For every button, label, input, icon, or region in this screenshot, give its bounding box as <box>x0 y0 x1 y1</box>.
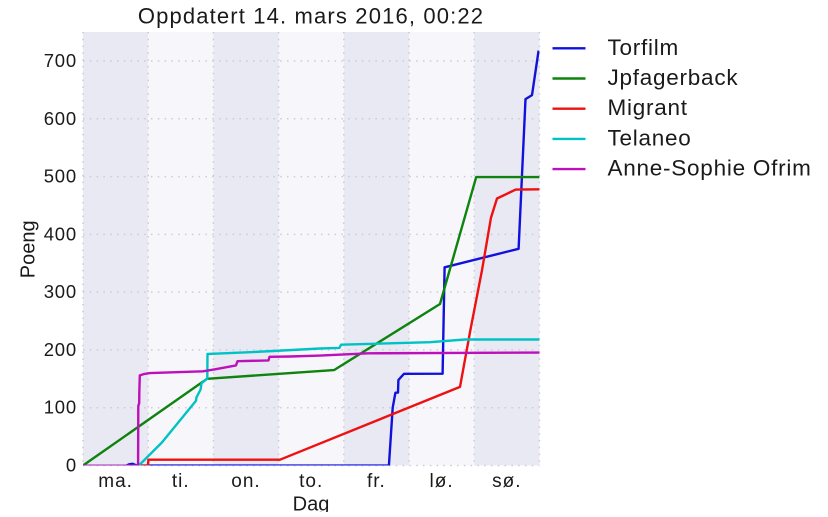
svg-text:Migrant: Migrant <box>608 95 688 120</box>
svg-text:400: 400 <box>44 223 77 244</box>
svg-text:sø.: sø. <box>492 471 521 492</box>
svg-text:100: 100 <box>44 397 77 418</box>
svg-text:500: 500 <box>44 166 77 187</box>
svg-text:Poeng: Poeng <box>18 220 40 278</box>
svg-text:ma.: ma. <box>98 471 133 492</box>
svg-text:Dag: Dag <box>293 494 330 513</box>
svg-text:on.: on. <box>231 471 260 492</box>
svg-text:fr.: fr. <box>367 471 386 492</box>
svg-text:600: 600 <box>44 108 77 129</box>
svg-text:Torfilm: Torfilm <box>608 35 680 60</box>
svg-text:200: 200 <box>44 339 77 360</box>
svg-text:Anne-Sophie Ofrim: Anne-Sophie Ofrim <box>608 156 812 181</box>
svg-text:Jpfagerback: Jpfagerback <box>608 65 739 90</box>
svg-text:700: 700 <box>44 50 77 71</box>
svg-text:0: 0 <box>66 455 77 476</box>
svg-text:to.: to. <box>299 471 323 492</box>
svg-text:Telaneo: Telaneo <box>608 125 692 150</box>
svg-text:300: 300 <box>44 281 77 302</box>
svg-text:ti.: ti. <box>172 471 190 492</box>
svg-text:Oppdatert 14. mars 2016, 00:22: Oppdatert 14. mars 2016, 00:22 <box>138 4 484 29</box>
svg-text:lø.: lø. <box>430 471 454 492</box>
